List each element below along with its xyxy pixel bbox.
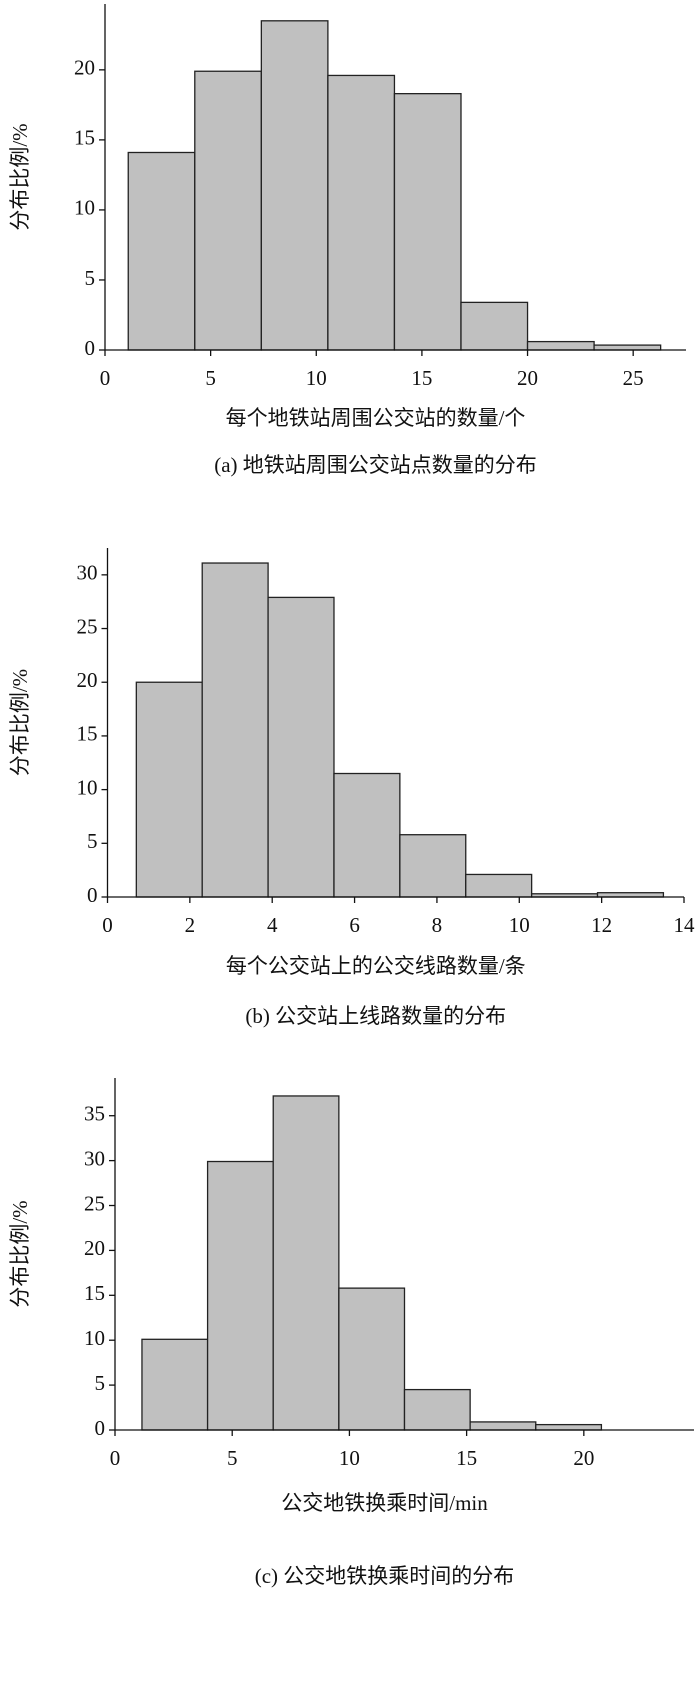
x-tick-label: 25 [623, 366, 644, 390]
bar [469, 1421, 537, 1431]
y-tick-label: 10 [74, 196, 95, 220]
x-tick-label: 10 [306, 366, 327, 390]
bar [272, 1095, 340, 1431]
y-tick-label: 15 [74, 126, 95, 150]
x-tick-label: 20 [573, 1446, 594, 1470]
y-tick-label: 0 [87, 883, 98, 907]
bar [593, 344, 662, 351]
x-tick-label: 14 [674, 913, 696, 937]
y-axis-label: 分布比例/% [8, 669, 32, 776]
bar [333, 772, 401, 898]
bar [460, 301, 529, 351]
y-tick-label: 25 [84, 1191, 105, 1215]
y-tick-label: 0 [85, 336, 96, 360]
x-tick-label: 15 [456, 1446, 477, 1470]
bar [135, 681, 203, 898]
y-tick-label: 20 [84, 1236, 105, 1260]
y-tick-label: 5 [87, 829, 98, 853]
y-tick-label: 5 [95, 1371, 106, 1395]
y-tick-label: 20 [74, 56, 95, 80]
bar [141, 1338, 209, 1431]
y-tick-label: 10 [77, 775, 98, 799]
x-axis-label: 公交地铁换乘时间/min [281, 1491, 488, 1515]
bar [260, 20, 329, 351]
x-axis-label: 每个地铁站周围公交站的数量/个 [226, 406, 526, 430]
bar [194, 70, 262, 351]
bar [201, 562, 269, 898]
y-tick-label: 25 [77, 614, 98, 638]
bar [127, 151, 196, 351]
caption: (a) 地铁站周围公交站点数量的分布 [214, 453, 537, 477]
y-axis-label: 分布比例/% [8, 1200, 32, 1307]
x-tick-label: 2 [185, 913, 196, 937]
bar [403, 1388, 471, 1431]
x-tick-label: 5 [227, 1446, 238, 1470]
x-tick-label: 0 [102, 913, 113, 937]
y-tick-label: 5 [85, 266, 96, 290]
bar [267, 596, 335, 898]
y-tick-label: 0 [95, 1416, 106, 1440]
bar [206, 1160, 274, 1431]
x-tick-label: 0 [100, 366, 111, 390]
caption: (c) 公交地铁换乘时间的分布 [255, 1564, 515, 1588]
x-tick-label: 5 [205, 366, 216, 390]
x-tick-label: 6 [349, 913, 360, 937]
x-tick-label: 0 [110, 1446, 121, 1470]
x-tick-label: 10 [509, 913, 530, 937]
x-tick-label: 10 [339, 1446, 360, 1470]
y-tick-label: 30 [77, 561, 98, 585]
y-tick-label: 15 [84, 1281, 105, 1305]
x-tick-label: 4 [267, 913, 278, 937]
y-tick-label: 30 [84, 1146, 105, 1170]
x-tick-label: 12 [591, 913, 612, 937]
bar [535, 1423, 603, 1431]
y-tick-label: 10 [84, 1326, 105, 1350]
bar [338, 1287, 406, 1431]
x-tick-label: 20 [517, 366, 538, 390]
y-tick-label: 15 [77, 722, 98, 746]
caption: (b) 公交站上线路数量的分布 [245, 1004, 506, 1028]
x-tick-label: 8 [432, 913, 443, 937]
bar [327, 74, 396, 351]
y-axis-label: 分布比例/% [8, 123, 32, 230]
bar [393, 93, 462, 351]
bar [465, 873, 533, 898]
bar [526, 340, 595, 351]
y-tick-label: 20 [77, 668, 98, 692]
x-tick-label: 15 [411, 366, 432, 390]
bar [399, 834, 467, 898]
x-axis-label: 每个公交站上的公交线路数量/条 [226, 954, 526, 978]
y-tick-label: 35 [84, 1102, 105, 1126]
